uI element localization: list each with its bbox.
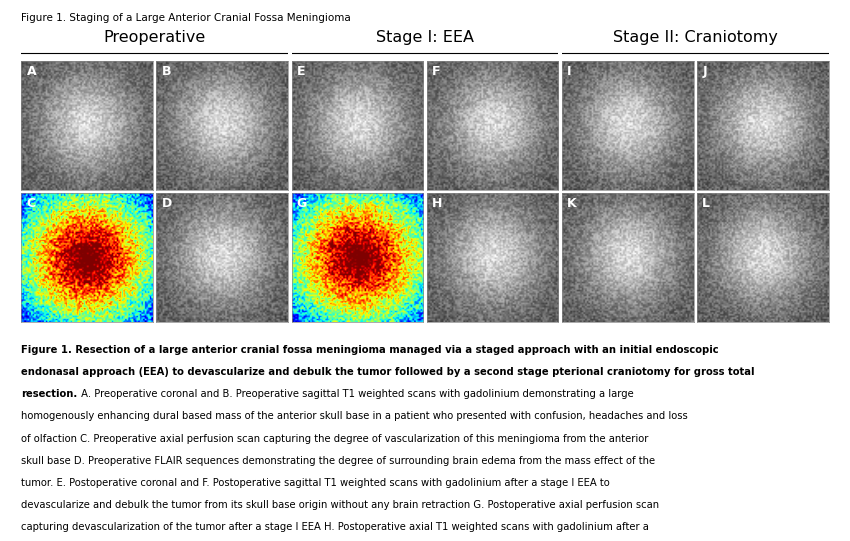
Text: J: J [702, 65, 707, 78]
Text: homogenously enhancing dural based mass of the anterior skull base in a patient : homogenously enhancing dural based mass … [21, 411, 688, 421]
Text: Figure 1. Staging of a Large Anterior Cranial Fossa Meningioma: Figure 1. Staging of a Large Anterior Cr… [21, 13, 351, 23]
Text: Preoperative: Preoperative [104, 30, 206, 45]
Text: devascularize and debulk the tumor from its skull base origin without any brain : devascularize and debulk the tumor from … [21, 500, 660, 510]
Text: Stage I: EEA: Stage I: EEA [376, 30, 474, 45]
Text: K: K [567, 197, 576, 210]
Text: resection.: resection. [21, 389, 77, 399]
Text: A. Preoperative coronal and B. Preoperative sagittal T1 weighted scans with gado: A. Preoperative coronal and B. Preoperat… [77, 389, 633, 399]
Text: tumor. E. Postoperative coronal and F. Postoperative sagittal T1 weighted scans : tumor. E. Postoperative coronal and F. P… [21, 478, 610, 488]
Text: C: C [26, 197, 36, 210]
Text: B: B [162, 65, 171, 78]
Text: of olfaction C. Preoperative axial perfusion scan capturing the degree of vascul: of olfaction C. Preoperative axial perfu… [21, 433, 649, 444]
Text: endonasal approach (EEA) to devascularize and debulk the tumor followed by a sec: endonasal approach (EEA) to devasculariz… [21, 367, 755, 377]
Text: H: H [432, 197, 442, 210]
Text: Stage II: Craniotomy: Stage II: Craniotomy [613, 30, 778, 45]
Text: A: A [26, 65, 37, 78]
Text: capturing devascularization of the tumor after a stage I EEA H. Postoperative ax: capturing devascularization of the tumor… [21, 522, 649, 532]
Text: skull base D. Preoperative FLAIR sequences demonstrating the degree of surroundi: skull base D. Preoperative FLAIR sequenc… [21, 456, 655, 466]
Text: D: D [162, 197, 172, 210]
Text: F: F [432, 65, 440, 78]
Text: I: I [567, 65, 571, 78]
Text: G: G [297, 197, 307, 210]
Text: Figure 1. Resection of a large anterior cranial fossa meningioma managed via a s: Figure 1. Resection of a large anterior … [21, 345, 719, 355]
Text: L: L [702, 197, 711, 210]
Text: E: E [297, 65, 305, 78]
